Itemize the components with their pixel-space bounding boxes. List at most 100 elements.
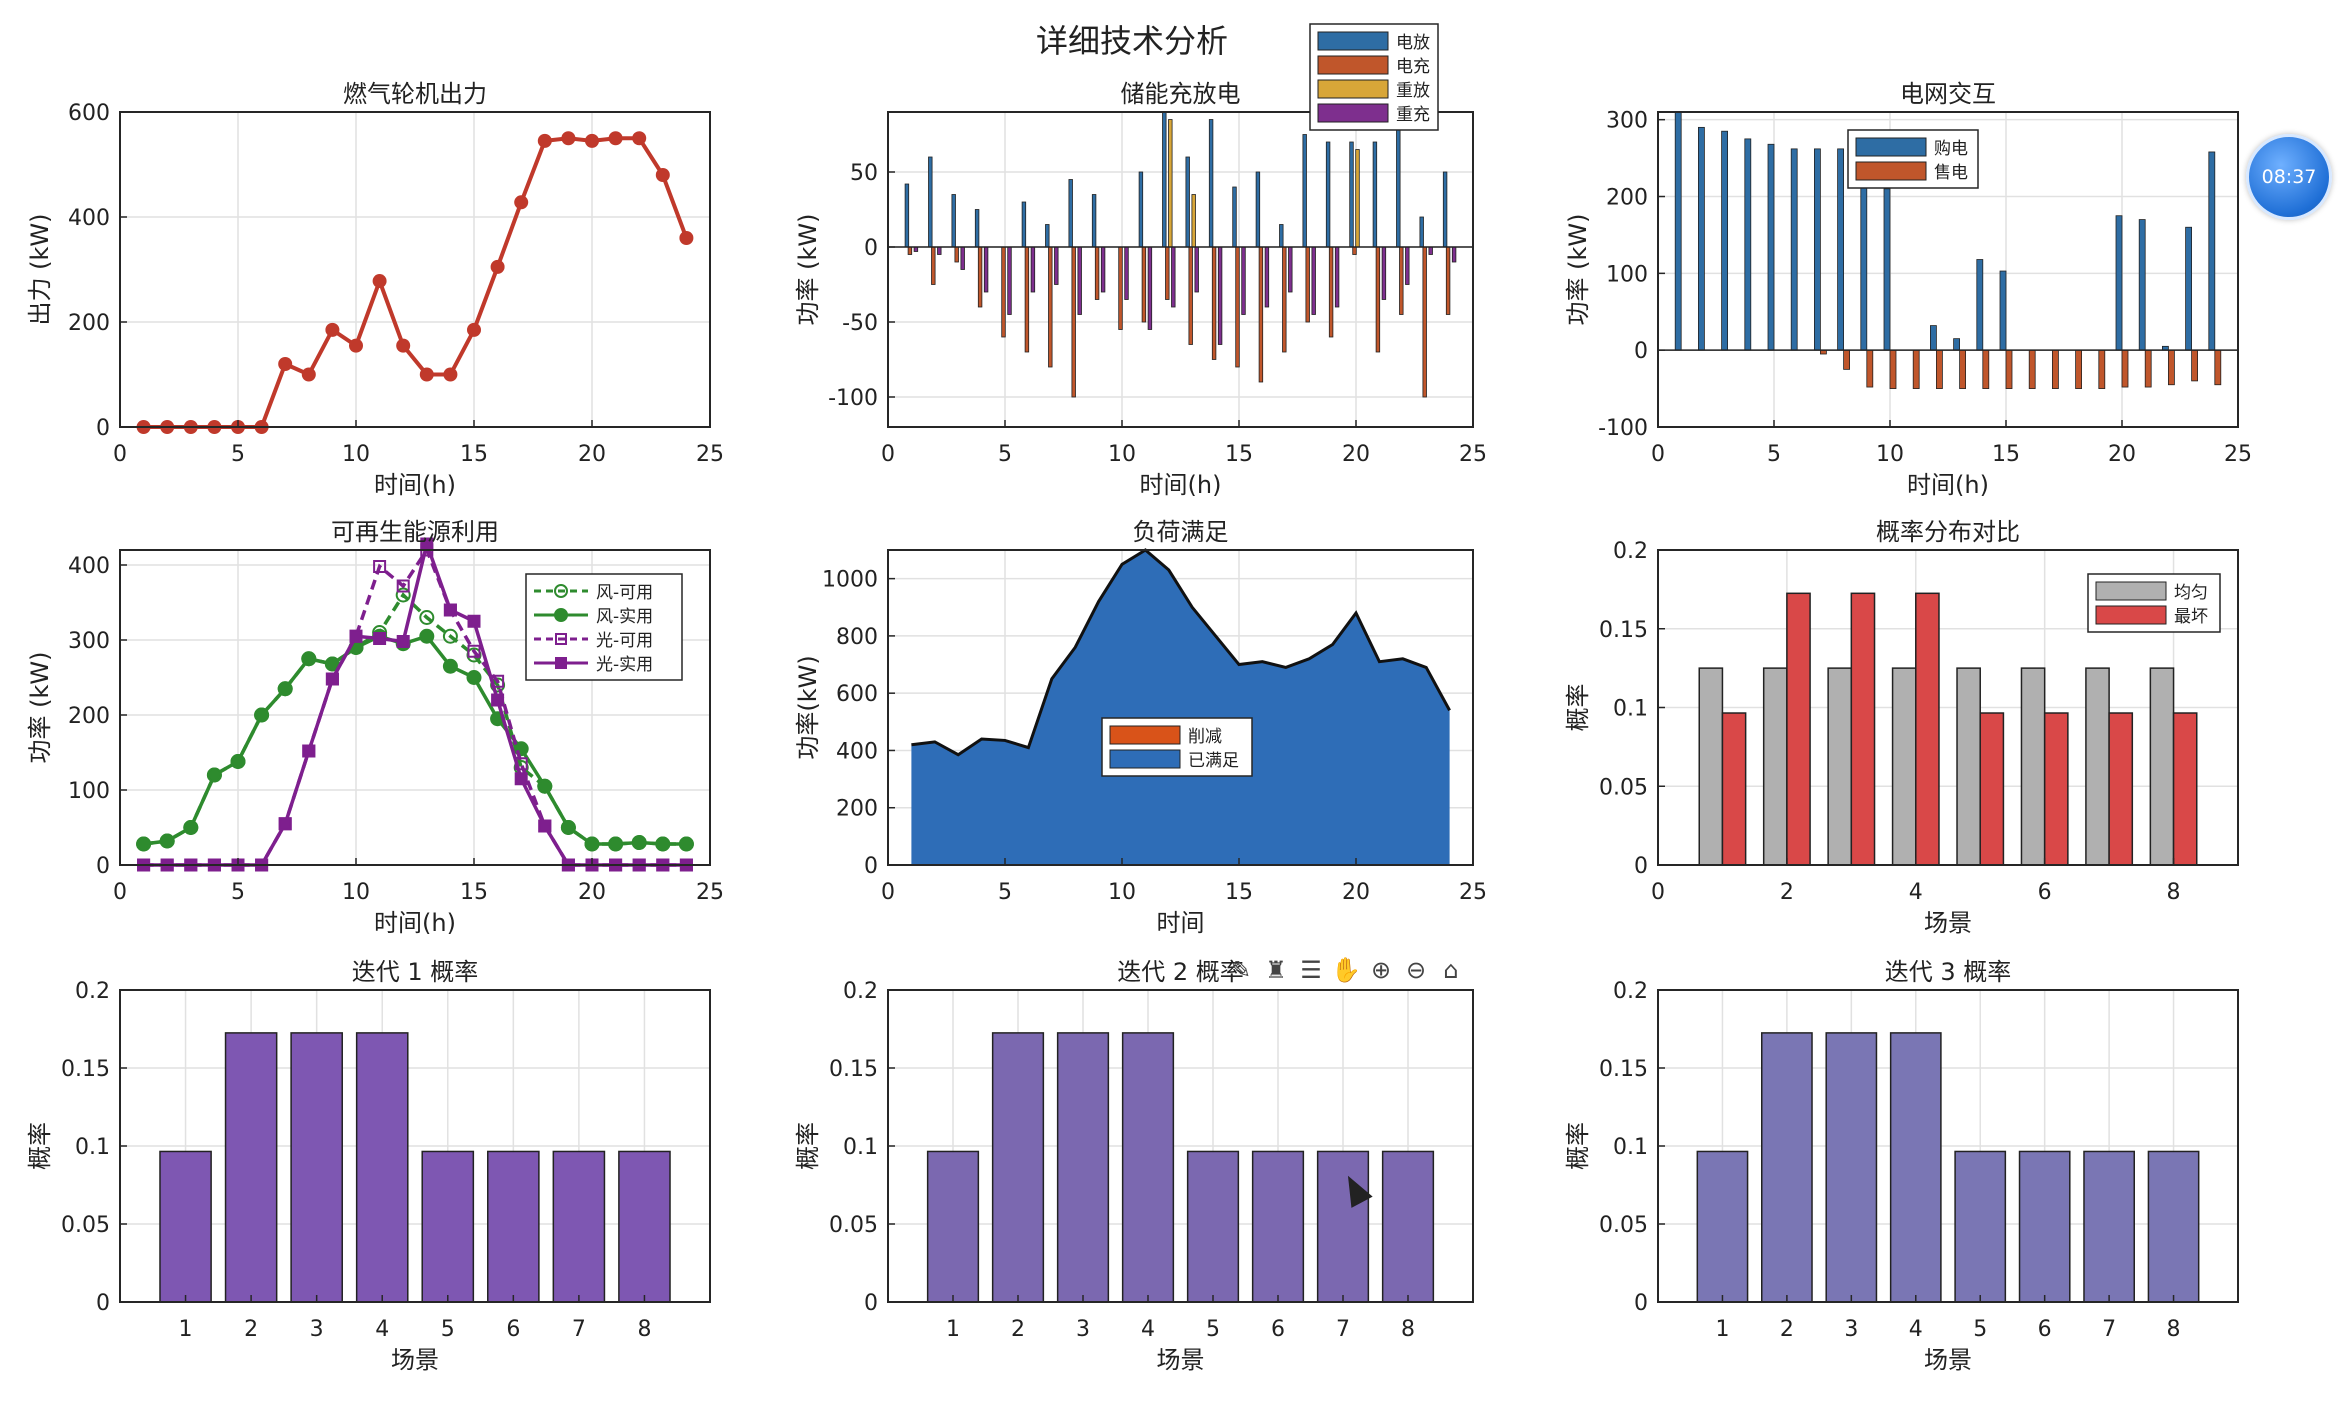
storage-bar bbox=[974, 209, 980, 248]
storage-bar bbox=[1071, 246, 1076, 398]
y-tick-label: 0 bbox=[96, 416, 110, 441]
plot-area bbox=[120, 112, 710, 427]
legend-label: 已满足 bbox=[1188, 751, 1239, 771]
legend-marker bbox=[554, 584, 568, 598]
x-tick-label: 5 bbox=[231, 880, 245, 905]
legend-swatch bbox=[1109, 725, 1181, 745]
chart-title: 负荷满足 bbox=[1133, 518, 1229, 546]
compare-bar bbox=[1915, 592, 1940, 866]
x-tick-label: 20 bbox=[578, 442, 606, 467]
gas-point bbox=[632, 131, 647, 146]
zoom-in-icon[interactable]: ⊕ bbox=[1370, 956, 1392, 984]
pan-hand-icon[interactable]: ✋ bbox=[1331, 956, 1361, 984]
renew-point bbox=[538, 819, 552, 833]
x-axis-label: 场景 bbox=[1924, 1346, 1972, 1374]
legend-item: 重充 bbox=[1317, 103, 1430, 125]
storage-bar bbox=[1171, 246, 1176, 308]
legend-label: 光-实用 bbox=[596, 655, 653, 675]
x-tick-label: 8 bbox=[637, 1317, 651, 1342]
chart-title: 储能充放电 bbox=[1121, 80, 1241, 108]
storage-bar bbox=[928, 156, 933, 248]
storage-bar bbox=[1328, 246, 1334, 338]
x-tick-label: 2 bbox=[1011, 1317, 1025, 1342]
renew-point bbox=[443, 603, 457, 617]
y-tick-label: -50 bbox=[842, 311, 878, 336]
y-axis-label: 功率 (kW) bbox=[1564, 214, 1592, 326]
storage-bar bbox=[1147, 246, 1153, 330]
iter2-bar bbox=[926, 1150, 980, 1303]
y-axis-label: 功率(kW) bbox=[794, 655, 822, 759]
storage-bar bbox=[1162, 111, 1167, 248]
grid-bar bbox=[1721, 130, 1728, 351]
x-tick-label: 4 bbox=[1909, 1317, 1923, 1342]
home-icon[interactable]: ⌂ bbox=[1443, 956, 1459, 984]
renew-point bbox=[514, 772, 528, 786]
iter3-bar bbox=[2083, 1150, 2135, 1303]
compare-bar bbox=[1891, 667, 1917, 866]
x-tick-label: 8 bbox=[2167, 880, 2181, 905]
y-tick-label: 200 bbox=[68, 311, 110, 336]
storage-bar bbox=[1048, 246, 1053, 368]
iter1-bar bbox=[487, 1150, 540, 1303]
storage-bar bbox=[1442, 171, 1448, 248]
iter3-bar bbox=[1825, 1032, 1878, 1303]
edit-plot-icon[interactable]: ✎ bbox=[1230, 956, 1252, 984]
x-tick-label: 25 bbox=[696, 880, 724, 905]
y-tick-label: 0.2 bbox=[75, 979, 110, 1004]
renew-point bbox=[467, 644, 481, 658]
grid-bar bbox=[1790, 148, 1798, 351]
x-tick-label: 25 bbox=[2224, 442, 2252, 467]
x-tick-label: 20 bbox=[1342, 442, 1370, 467]
storage-bar bbox=[1138, 171, 1144, 248]
renew-point bbox=[396, 635, 410, 648]
compare-bar bbox=[2172, 712, 2198, 866]
x-tick-label: 0 bbox=[881, 880, 895, 905]
legend-label: 售电 bbox=[1934, 163, 1968, 183]
gas-point bbox=[396, 338, 411, 353]
grid-bar bbox=[1837, 148, 1844, 351]
gas-point bbox=[325, 322, 340, 337]
storage-bar bbox=[1068, 179, 1073, 248]
grid-bar bbox=[1936, 349, 1943, 389]
x-axis-label: 场景 bbox=[1157, 1346, 1205, 1374]
clock-badge[interactable]: 08:37 bbox=[2246, 134, 2332, 220]
renew-point bbox=[466, 670, 482, 685]
compare-bar bbox=[1956, 667, 1981, 866]
renew-point bbox=[230, 754, 246, 769]
x-tick-label: 5 bbox=[1767, 442, 1781, 467]
storage-bar bbox=[1194, 246, 1199, 293]
x-tick-label: 2 bbox=[1780, 1317, 1794, 1342]
x-tick-label: 10 bbox=[1108, 442, 1136, 467]
x-tick-label: 1 bbox=[1715, 1317, 1729, 1342]
storage-bar bbox=[1030, 246, 1036, 293]
x-tick-label: 3 bbox=[310, 1317, 324, 1342]
brush-icon[interactable]: ♜ bbox=[1265, 956, 1287, 984]
zoom-out-icon[interactable]: ⊖ bbox=[1405, 956, 1427, 984]
y-tick-label: 0.15 bbox=[1599, 618, 1648, 643]
compare-bar bbox=[1721, 712, 1747, 866]
storage-bar bbox=[907, 246, 913, 255]
legend-swatch bbox=[1317, 31, 1389, 51]
legend-item: 风-可用 bbox=[534, 583, 653, 603]
legend-label: 最坏 bbox=[2174, 607, 2208, 627]
legend-label: 均匀 bbox=[2174, 583, 2208, 603]
grid-bar bbox=[2098, 349, 2106, 389]
storage-bar bbox=[1422, 246, 1427, 398]
y-tick-label: 0 bbox=[864, 236, 878, 261]
legend-icon[interactable]: ☰ bbox=[1300, 956, 1322, 984]
renew-point bbox=[301, 651, 317, 667]
y-tick-label: 0.15 bbox=[1599, 1057, 1648, 1082]
legend-label: 重充 bbox=[1396, 105, 1430, 125]
compare-bar bbox=[2149, 667, 2175, 866]
legend-marker bbox=[555, 657, 567, 669]
y-axis-label: 出力 (kW) bbox=[26, 214, 54, 326]
iter2-bar bbox=[1251, 1150, 1305, 1303]
legend-label: 购电 bbox=[1934, 139, 1968, 159]
grid-bar bbox=[2185, 226, 2193, 351]
storage-bar bbox=[1211, 246, 1217, 360]
